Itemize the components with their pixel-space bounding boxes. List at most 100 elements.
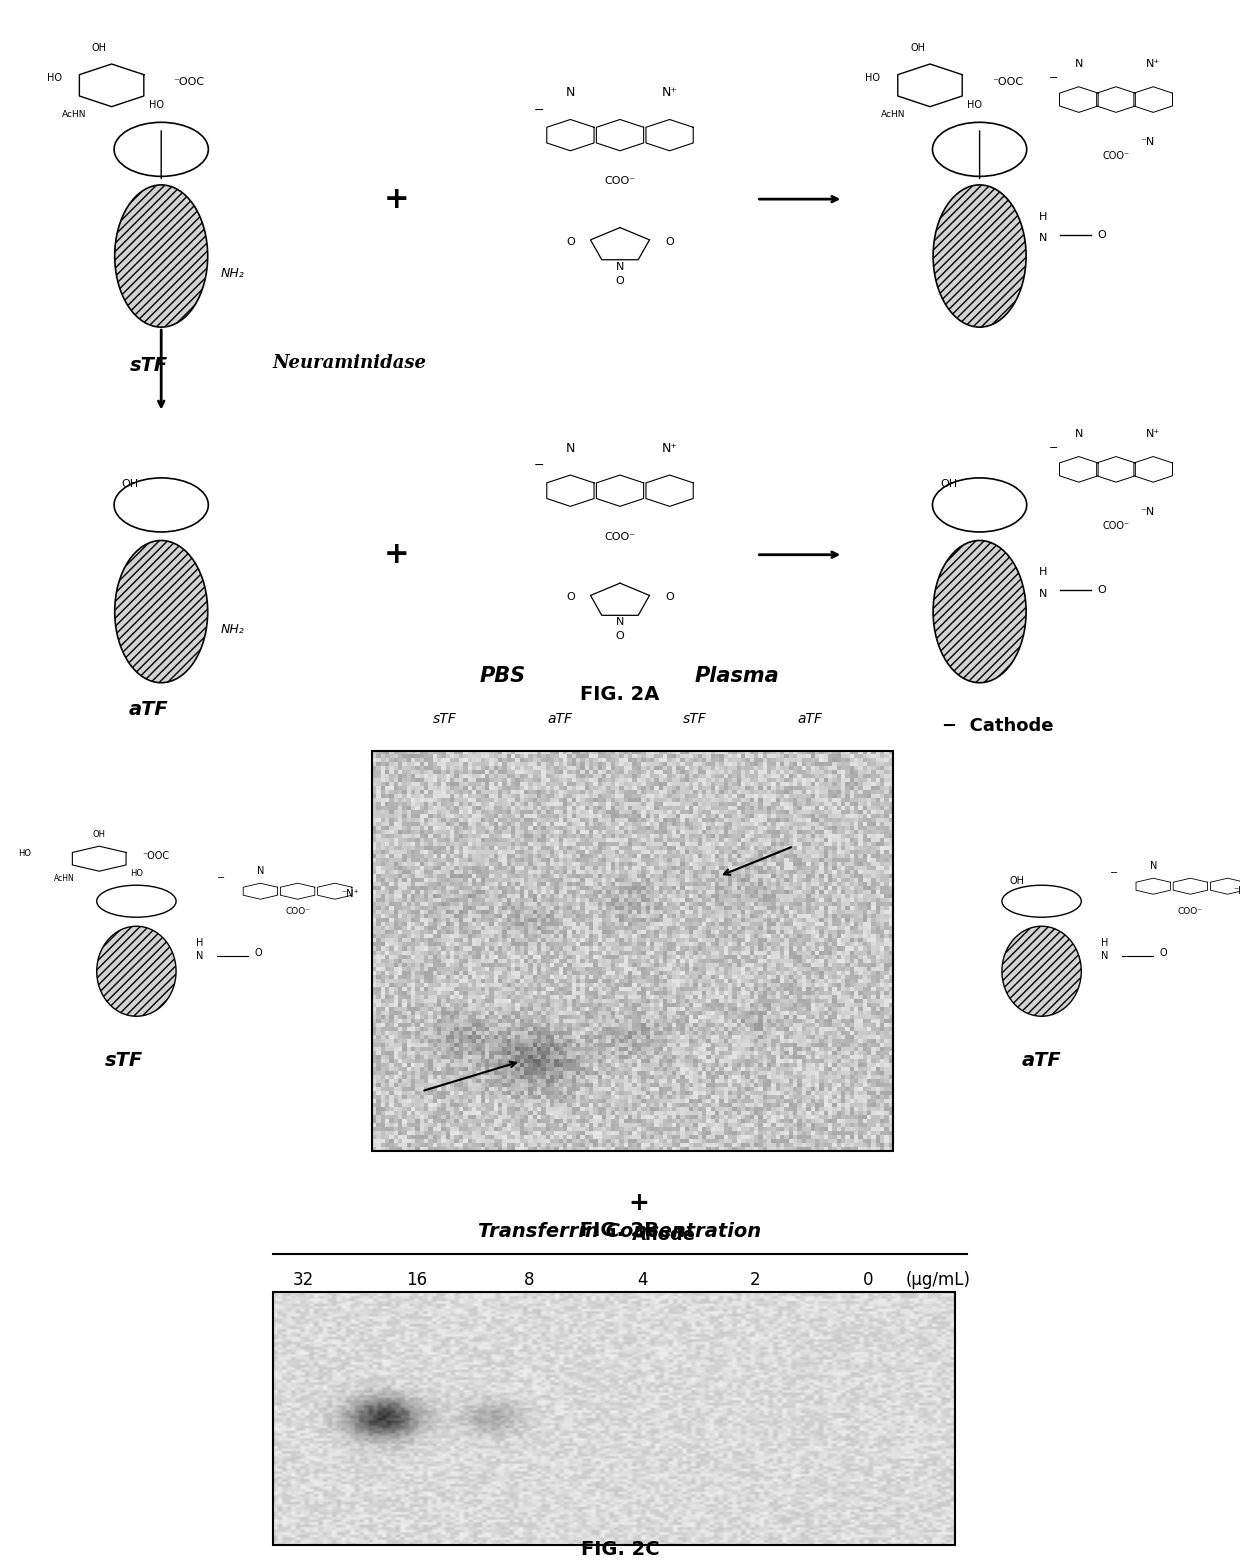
Polygon shape	[317, 883, 352, 899]
Ellipse shape	[97, 927, 176, 1016]
Polygon shape	[1136, 878, 1171, 894]
Text: OH: OH	[92, 44, 107, 53]
Polygon shape	[596, 119, 644, 150]
Text: aTF: aTF	[797, 713, 822, 727]
Polygon shape	[1096, 88, 1136, 113]
Text: ⁻N⁺: ⁻N⁺	[1234, 886, 1240, 896]
Text: COO⁻: COO⁻	[285, 907, 310, 916]
Text: +: +	[629, 1191, 649, 1216]
Text: ⁻OOC: ⁻OOC	[143, 852, 170, 861]
Circle shape	[932, 122, 1027, 177]
Text: Transferrin Concentration: Transferrin Concentration	[479, 1222, 761, 1241]
Text: N: N	[565, 441, 575, 455]
Text: OH: OH	[93, 830, 105, 839]
Polygon shape	[1133, 88, 1173, 113]
Text: ⁻N: ⁻N	[1140, 506, 1154, 517]
Polygon shape	[547, 119, 594, 150]
Ellipse shape	[1002, 927, 1081, 1016]
Circle shape	[114, 478, 208, 531]
Polygon shape	[72, 846, 126, 871]
Text: ⁻OOC: ⁻OOC	[992, 77, 1023, 88]
Text: Anode: Anode	[631, 1227, 696, 1244]
Text: OH: OH	[910, 44, 925, 53]
Text: O: O	[1097, 585, 1106, 596]
Polygon shape	[646, 119, 693, 150]
Text: N: N	[1101, 950, 1109, 961]
Text: N: N	[616, 261, 624, 272]
Text: H: H	[1039, 567, 1048, 577]
Text: N⁺: N⁺	[1146, 428, 1161, 439]
Ellipse shape	[115, 541, 208, 683]
Text: O: O	[1097, 230, 1106, 239]
Text: FIG. 2A: FIG. 2A	[580, 685, 660, 703]
Text: COO⁻: COO⁻	[1178, 907, 1203, 916]
Text: +: +	[384, 184, 409, 214]
Text: COO⁻: COO⁻	[1102, 152, 1130, 161]
Text: HO: HO	[149, 100, 164, 109]
Text: sTF: sTF	[105, 1052, 143, 1071]
Text: AcHN: AcHN	[62, 111, 87, 119]
Text: N: N	[257, 866, 264, 877]
Text: NH₂: NH₂	[221, 624, 244, 636]
Text: AcHN: AcHN	[53, 874, 74, 883]
Text: ⁻N⁺: ⁻N⁺	[341, 889, 358, 899]
Polygon shape	[79, 64, 144, 106]
Text: aTF: aTF	[547, 713, 572, 727]
Polygon shape	[596, 475, 644, 506]
Text: H: H	[1101, 938, 1109, 949]
Circle shape	[1002, 885, 1081, 917]
Text: COO⁻: COO⁻	[1102, 522, 1130, 531]
Text: O: O	[254, 949, 262, 958]
Text: sTF: sTF	[130, 356, 167, 375]
Text: COO⁻: COO⁻	[604, 531, 636, 542]
Polygon shape	[547, 475, 594, 506]
Text: −  Cathode: − Cathode	[942, 717, 1054, 735]
Polygon shape	[898, 64, 962, 106]
Text: HO: HO	[866, 73, 880, 83]
Text: OH: OH	[1009, 877, 1024, 886]
Polygon shape	[1173, 878, 1208, 894]
Text: 0: 0	[863, 1271, 873, 1289]
Ellipse shape	[932, 184, 1025, 327]
Text: N: N	[1075, 428, 1083, 439]
Polygon shape	[646, 475, 693, 506]
Text: sTF: sTF	[683, 713, 707, 727]
Polygon shape	[280, 883, 315, 899]
Text: N⁺: N⁺	[662, 441, 677, 455]
Text: O: O	[665, 592, 675, 602]
Text: sTF: sTF	[433, 713, 456, 727]
Text: −: −	[534, 460, 544, 472]
Polygon shape	[1210, 878, 1240, 894]
Text: N⁺: N⁺	[1146, 59, 1161, 69]
Text: OH: OH	[122, 478, 139, 489]
Text: Neuraminidase: Neuraminidase	[273, 353, 427, 372]
Ellipse shape	[932, 541, 1025, 683]
Bar	[372, 752, 893, 1152]
Text: O: O	[1159, 949, 1167, 958]
Text: N: N	[1149, 861, 1157, 871]
Text: N: N	[1039, 233, 1048, 244]
Text: +: +	[384, 541, 409, 569]
Text: H: H	[1039, 213, 1048, 222]
Text: N: N	[196, 950, 203, 961]
Polygon shape	[1133, 456, 1173, 481]
Text: N⁺: N⁺	[662, 86, 677, 98]
Text: H: H	[196, 938, 203, 949]
Text: aTF: aTF	[1022, 1052, 1061, 1071]
Text: HO: HO	[47, 73, 62, 83]
Text: OH: OH	[940, 478, 957, 489]
Text: 2: 2	[750, 1271, 760, 1289]
Text: N: N	[616, 617, 624, 627]
Text: (μg/mL): (μg/mL)	[905, 1271, 970, 1289]
Text: −: −	[1110, 867, 1118, 878]
Text: −: −	[1049, 442, 1059, 453]
Text: O: O	[615, 631, 625, 641]
Text: aTF: aTF	[129, 700, 169, 719]
Text: O: O	[565, 592, 575, 602]
Text: HO: HO	[19, 849, 31, 858]
Polygon shape	[1059, 456, 1099, 481]
Text: HO: HO	[967, 100, 982, 109]
Text: N: N	[1075, 59, 1083, 69]
Polygon shape	[243, 883, 278, 899]
Text: HO: HO	[130, 869, 143, 878]
